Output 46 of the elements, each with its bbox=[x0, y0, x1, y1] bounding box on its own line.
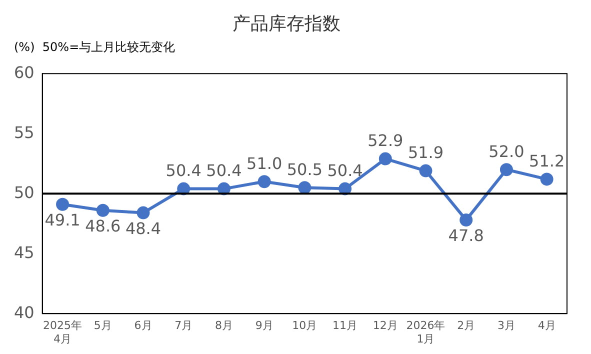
x-tick-label: 2025年 4月 bbox=[43, 319, 82, 346]
point bbox=[56, 198, 70, 211]
x-tick-label: 4月 bbox=[538, 319, 556, 332]
x-tick-label: 3月 bbox=[497, 319, 516, 332]
text: 51.0 bbox=[246, 154, 282, 173]
y-tick-label: 45 bbox=[14, 242, 34, 262]
text: 49.1 bbox=[44, 210, 80, 230]
point bbox=[500, 163, 513, 176]
y-tick-label: 55 bbox=[14, 122, 34, 142]
y-tick-label: 40 bbox=[14, 302, 34, 322]
x-tick-label: 2026年 1月 bbox=[406, 319, 446, 346]
y-tick-label: 60 bbox=[14, 62, 34, 82]
point bbox=[540, 172, 554, 186]
x-tick-label: 5月 bbox=[94, 319, 112, 332]
text: 51.2 bbox=[529, 151, 565, 170]
text: 50.5 bbox=[286, 160, 322, 179]
text: 50.4 bbox=[166, 160, 202, 180]
text: 48.6 bbox=[85, 216, 121, 236]
point bbox=[96, 204, 110, 217]
point bbox=[177, 182, 190, 196]
x-tick-label: 9月 bbox=[255, 319, 274, 332]
x-tick-label: 8月 bbox=[214, 319, 233, 332]
text: 52.9 bbox=[368, 130, 404, 150]
point bbox=[258, 175, 271, 188]
text: 51.9 bbox=[408, 142, 444, 162]
x-tick-label: 11月 bbox=[332, 319, 358, 332]
text: 52.0 bbox=[488, 142, 524, 161]
text: 50.4 bbox=[206, 160, 242, 180]
point bbox=[419, 164, 432, 178]
point bbox=[217, 182, 230, 196]
point bbox=[136, 206, 150, 220]
x-tick-label: 2月 bbox=[457, 319, 476, 332]
point bbox=[378, 152, 392, 166]
text: 47.8 bbox=[448, 226, 484, 246]
x-tick-label: 6月 bbox=[134, 319, 152, 332]
x-tick-label: 10月 bbox=[292, 319, 318, 332]
text: 48.4 bbox=[125, 218, 162, 238]
x-tick-label: 7月 bbox=[174, 319, 193, 332]
text: (%) 50%=与上月比较无变化 bbox=[14, 40, 176, 54]
chart-title: 产品库存指数 bbox=[232, 13, 340, 34]
point bbox=[298, 181, 312, 194]
text: 50.4 bbox=[327, 160, 363, 180]
point bbox=[460, 214, 473, 226]
y-tick-label: 50 bbox=[14, 182, 34, 202]
point bbox=[338, 182, 352, 196]
x-tick-label: 12月 bbox=[372, 319, 398, 332]
